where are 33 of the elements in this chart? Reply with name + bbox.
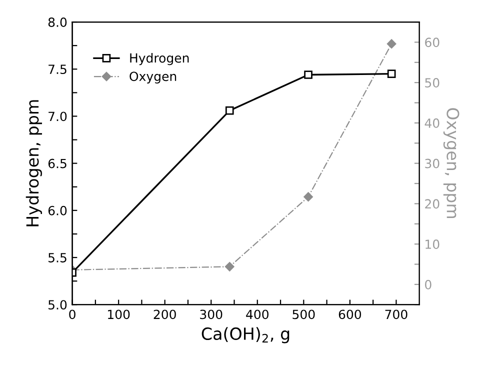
point [386, 39, 396, 48]
y2-tick-label: 0 [425, 280, 432, 290]
y-tick-label: 7.5 [48, 64, 66, 74]
x-tick-label: 0 [69, 310, 76, 320]
legend-label: Oxygen [130, 72, 176, 84]
y-tick-label: 7.0 [48, 112, 67, 122]
x-tick-label: 100 [108, 310, 130, 320]
point [304, 70, 312, 79]
y-tick-label: 6.0 [48, 206, 67, 216]
x-tick-label: 700 [385, 310, 408, 320]
point [225, 106, 234, 115]
y2-tick-label: 10 [426, 240, 440, 249]
x-tick-label: 500 [292, 310, 315, 320]
y-tick-label: 5.5 [48, 253, 66, 262]
x-tick-label: 600 [338, 310, 362, 320]
y2-tick-label: 50 [425, 78, 440, 88]
y-tick-label: 8.0 [48, 17, 67, 27]
y2-tick-label: 20 [425, 199, 440, 209]
y2-axis-title: Oxygen, ppm [443, 108, 460, 218]
y2-tick-label: 40 [424, 118, 440, 128]
point [387, 70, 396, 78]
point [304, 192, 313, 202]
y-axis-title: Hydrogen, ppm [26, 100, 42, 226]
y2-tick-label: 30 [425, 158, 440, 168]
point [225, 262, 234, 272]
x-tick-label: 200 [154, 310, 176, 320]
y2-tick-label: 60 [425, 38, 440, 48]
y-tick-label: 6.5 [48, 158, 66, 168]
legend-label: Hydrogen [130, 53, 189, 66]
x-tick-label: 300 [200, 310, 222, 320]
y-tick-label: 5.0 [48, 300, 67, 310]
x-axis-title: Ca(OH)$_{2}$, g [202, 327, 290, 344]
x-tick-label: 400 [246, 310, 268, 320]
